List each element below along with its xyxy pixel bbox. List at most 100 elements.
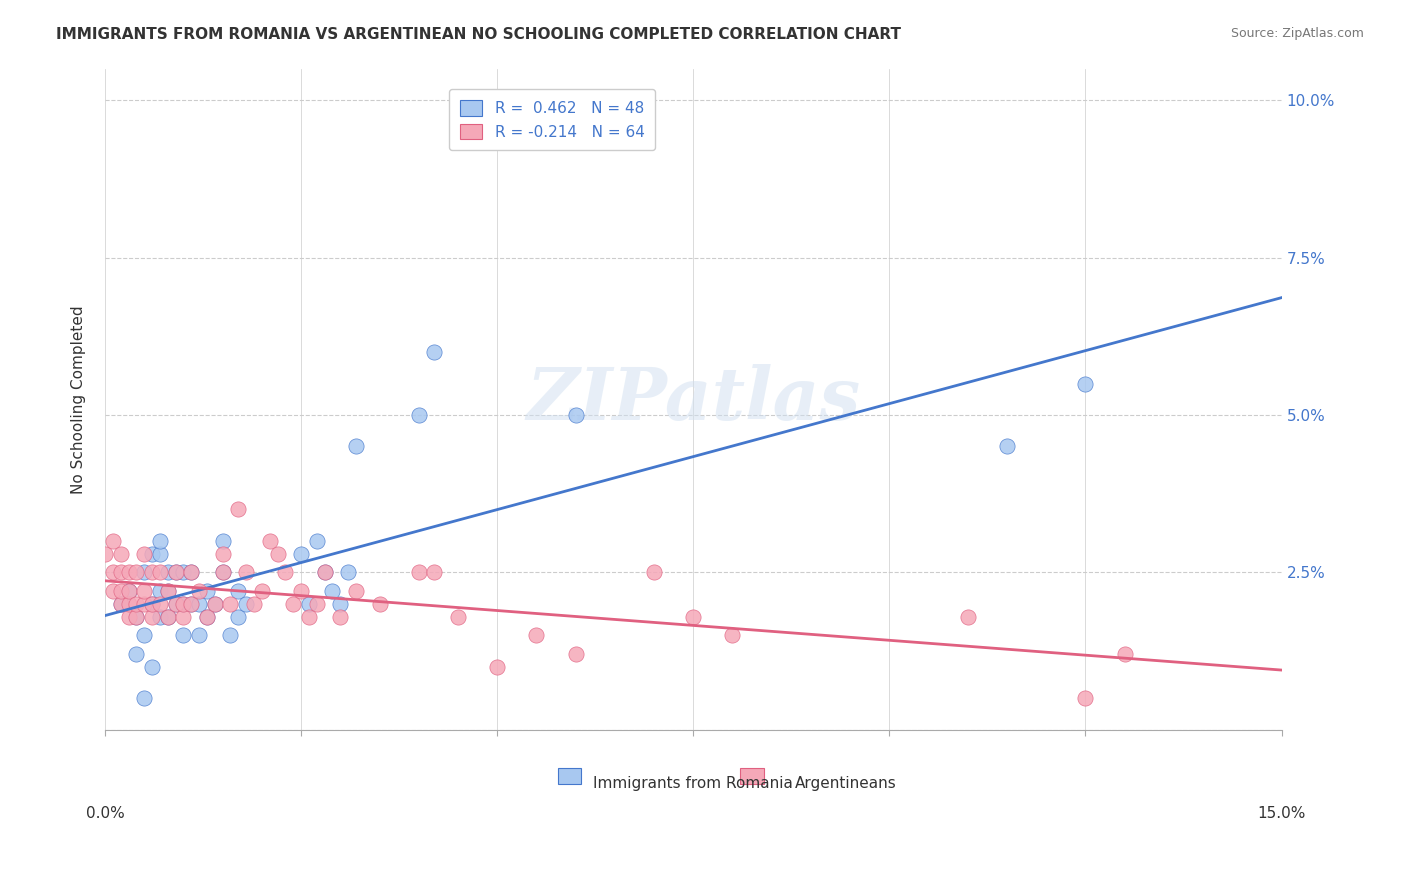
- Point: [423, 345, 446, 359]
- Point: [180, 597, 202, 611]
- Point: [172, 597, 194, 611]
- Text: 0.0%: 0.0%: [86, 805, 124, 821]
- Point: [125, 597, 148, 611]
- Point: [195, 609, 218, 624]
- Point: [180, 566, 202, 580]
- Point: [165, 566, 187, 580]
- Point: [110, 584, 132, 599]
- Point: [368, 597, 391, 611]
- Point: [1074, 376, 1097, 391]
- Point: [447, 609, 470, 624]
- Point: [228, 609, 250, 624]
- Point: [956, 609, 979, 624]
- Point: [180, 566, 202, 580]
- Point: [156, 584, 179, 599]
- Point: [134, 691, 156, 706]
- Point: [188, 628, 211, 642]
- Point: [219, 628, 242, 642]
- Point: [156, 584, 179, 599]
- Point: [188, 597, 211, 611]
- Point: [228, 502, 250, 516]
- Point: [243, 597, 266, 611]
- Point: [125, 648, 148, 662]
- Point: [250, 584, 273, 599]
- Text: IMMIGRANTS FROM ROMANIA VS ARGENTINEAN NO SCHOOLING COMPLETED CORRELATION CHART: IMMIGRANTS FROM ROMANIA VS ARGENTINEAN N…: [56, 27, 901, 42]
- Point: [101, 584, 124, 599]
- Point: [1074, 691, 1097, 706]
- Point: [682, 609, 704, 624]
- Point: [101, 533, 124, 548]
- Point: [180, 597, 202, 611]
- Point: [408, 408, 430, 422]
- Point: [321, 584, 343, 599]
- Text: Source: ZipAtlas.com: Source: ZipAtlas.com: [1230, 27, 1364, 40]
- Point: [117, 609, 139, 624]
- Point: [149, 609, 172, 624]
- Point: [156, 566, 179, 580]
- Point: [344, 440, 367, 454]
- Point: [314, 566, 336, 580]
- Point: [195, 609, 218, 624]
- Point: [165, 566, 187, 580]
- Point: [486, 660, 509, 674]
- Text: Argentineans: Argentineans: [796, 776, 897, 791]
- Point: [314, 566, 336, 580]
- Point: [117, 584, 139, 599]
- Point: [134, 628, 156, 642]
- Point: [156, 609, 179, 624]
- Point: [259, 533, 281, 548]
- Point: [195, 584, 218, 599]
- Y-axis label: No Schooling Completed: No Schooling Completed: [72, 305, 86, 493]
- Point: [235, 566, 257, 580]
- Point: [564, 408, 586, 422]
- Point: [305, 597, 328, 611]
- Point: [134, 566, 156, 580]
- Text: Immigrants from Romania: Immigrants from Romania: [593, 776, 793, 791]
- Legend: R =  0.462   N = 48, R = -0.214   N = 64: R = 0.462 N = 48, R = -0.214 N = 64: [449, 89, 655, 151]
- Point: [141, 597, 163, 611]
- Point: [117, 584, 139, 599]
- Point: [149, 566, 172, 580]
- Point: [141, 597, 163, 611]
- Point: [134, 547, 156, 561]
- Point: [141, 566, 163, 580]
- Point: [290, 547, 312, 561]
- Point: [344, 584, 367, 599]
- Point: [423, 566, 446, 580]
- Point: [172, 566, 194, 580]
- Point: [149, 584, 172, 599]
- Point: [298, 597, 321, 611]
- Point: [337, 566, 360, 580]
- Point: [204, 597, 226, 611]
- Point: [172, 628, 194, 642]
- Point: [134, 597, 156, 611]
- Point: [721, 628, 744, 642]
- Point: [172, 609, 194, 624]
- Point: [125, 609, 148, 624]
- Point: [134, 584, 156, 599]
- Point: [165, 597, 187, 611]
- Point: [94, 547, 117, 561]
- Text: 15.0%: 15.0%: [1257, 805, 1306, 821]
- Point: [149, 597, 172, 611]
- Point: [211, 547, 233, 561]
- Point: [219, 597, 242, 611]
- Point: [305, 533, 328, 548]
- Point: [524, 628, 547, 642]
- Point: [204, 597, 226, 611]
- Point: [283, 597, 305, 611]
- Point: [117, 597, 139, 611]
- Point: [141, 609, 163, 624]
- Point: [141, 547, 163, 561]
- Point: [211, 566, 233, 580]
- Point: [995, 440, 1018, 454]
- Point: [101, 566, 124, 580]
- Point: [228, 584, 250, 599]
- Point: [141, 660, 163, 674]
- Point: [149, 533, 172, 548]
- Point: [235, 597, 257, 611]
- Point: [110, 547, 132, 561]
- Point: [172, 597, 194, 611]
- Point: [408, 566, 430, 580]
- Point: [110, 597, 132, 611]
